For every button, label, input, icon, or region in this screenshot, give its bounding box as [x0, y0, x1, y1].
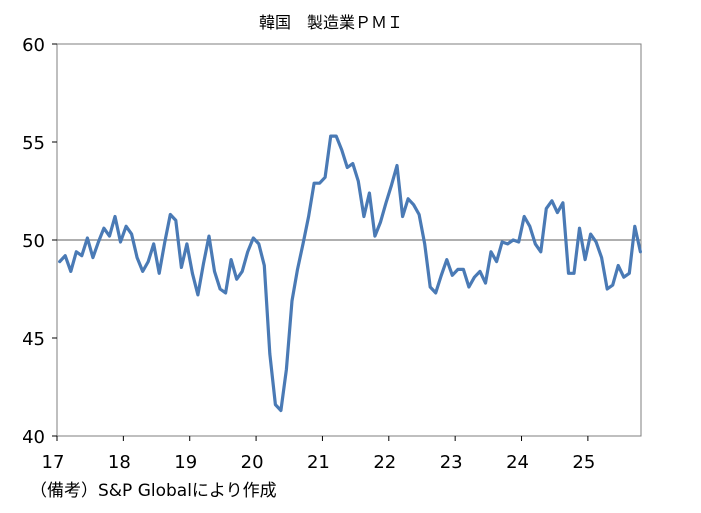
x-tick-label: 20 — [241, 452, 264, 473]
y-tick-label: 60 — [22, 35, 45, 56]
x-tick-label: 21 — [307, 452, 330, 473]
footnote: （備考）S&P Globalにより作成 — [30, 481, 277, 501]
x-tick-label: 23 — [440, 452, 463, 473]
y-axis: 60 55 50 45 40 — [22, 35, 57, 448]
series-layer — [58, 134, 643, 413]
y-tick-label: 50 — [22, 231, 45, 252]
y-tick-label: 45 — [22, 329, 45, 350]
y-tick-label: 55 — [22, 133, 45, 154]
plot-area — [56, 43, 642, 437]
x-tick-label: 19 — [174, 452, 197, 473]
y-tick-label: 40 — [22, 427, 45, 448]
x-tick-label: 17 — [42, 452, 65, 473]
x-tick-label: 24 — [506, 452, 529, 473]
chart-title: 韓国 製造業ＰＭＩ — [259, 13, 403, 32]
x-tick-label: 25 — [572, 452, 595, 473]
x-tick-label: 22 — [373, 452, 396, 473]
x-axis: 17 18 19 20 21 22 23 24 25 — [42, 436, 595, 473]
series-line-pmi — [58, 134, 643, 413]
x-tick-label: 18 — [108, 452, 131, 473]
